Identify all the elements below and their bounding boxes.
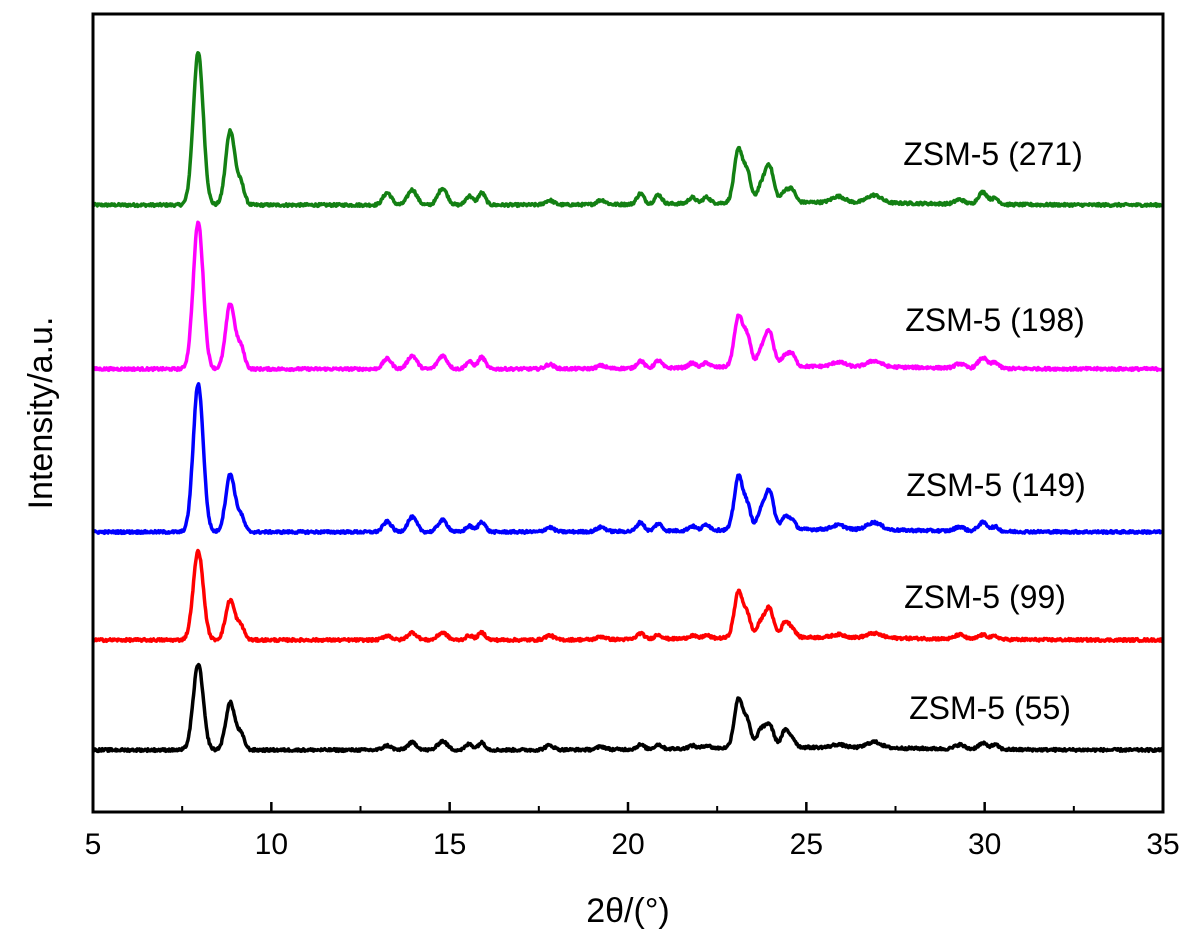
traces-group [91,51,1165,754]
x-tick-label: 25 [790,828,823,861]
series-label: ZSM-5 (55) [909,690,1071,726]
x-tick-label: 10 [255,828,288,861]
series-labels-group: ZSM-5 (271) ZSM-5 (198) ZSM-5 (149) ZSM-5 (… [903,136,1086,726]
series-line [91,662,1165,754]
x-tick-label: 30 [968,828,1001,861]
y-axis-title: Intensity/a.u. [22,317,60,510]
x-tick-label: 15 [433,828,466,861]
series-line [91,220,1165,373]
series-label: ZSM-5 (198) [905,302,1085,338]
x-tick-label: 35 [1146,828,1179,861]
x-tick-label: 20 [611,828,644,861]
series-line [91,382,1165,536]
series-label: ZSM-5 (271) [903,136,1083,172]
x-axis: 5 10 15 20 25 30 35 [85,802,1180,861]
x-axis-title: 2θ/(°) [586,892,670,930]
series-label: ZSM-5 (99) [904,579,1066,615]
series-label: ZSM-5 (149) [906,467,1086,503]
x-tick-label: 5 [85,828,102,861]
series-line [91,51,1165,209]
series-line [91,548,1165,644]
